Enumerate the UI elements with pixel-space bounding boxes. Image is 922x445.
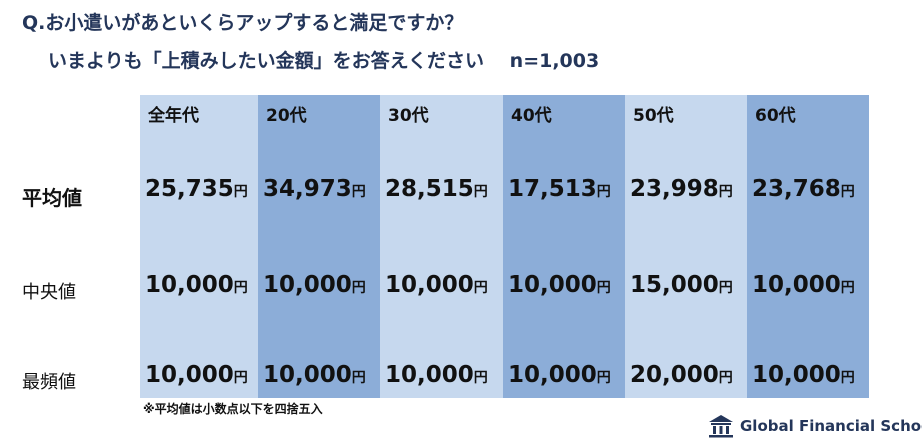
unit: 円 [596,280,611,296]
column-header: 30代 [388,106,429,126]
amount: 10,000 [263,362,352,388]
logo-icon [709,415,733,438]
unit: 円 [351,280,366,296]
cell: 10,000円 [263,272,366,298]
cell: 10,000円 [263,362,366,388]
column: 50代 23,998円 15,000円 20,000円 [625,95,747,398]
unit: 円 [718,184,733,200]
unit: 円 [596,370,611,386]
unit: 円 [473,280,488,296]
amount: 10,000 [263,272,352,298]
logo-text: Global Financial School [740,417,922,435]
unit: 円 [718,370,733,386]
cell: 20,000円 [630,362,733,388]
column: 全年代 25,735円 10,000円 10,000円 [140,95,258,398]
cell: 34,973円 [263,176,366,202]
cell: 15,000円 [630,272,733,298]
unit: 円 [233,184,248,200]
footnote: ※平均値は小数点以下を四捨五入 [143,402,323,416]
unit: 円 [351,370,366,386]
unit: 円 [840,370,855,386]
cell: 23,998円 [630,176,733,202]
column: 20代 34,973円 10,000円 10,000円 [258,95,380,398]
amount: 28,515 [385,176,474,202]
column-header: 20代 [266,106,307,126]
column-header: 全年代 [148,106,199,126]
amount: 10,000 [385,272,474,298]
amount: 23,768 [752,176,841,202]
cell: 25,735円 [145,176,248,202]
amount: 20,000 [630,362,719,388]
logo: Global Financial School [708,414,922,438]
amount: 23,998 [630,176,719,202]
cell: 10,000円 [752,272,855,298]
cell: 10,000円 [145,272,248,298]
amount: 10,000 [508,362,597,388]
column: 30代 28,515円 10,000円 10,000円 [380,95,503,398]
row-label: 中央値 [22,282,76,303]
amount: 15,000 [630,272,719,298]
amount: 10,000 [752,272,841,298]
amount: 25,735 [145,176,234,202]
cell: 28,515円 [385,176,488,202]
unit: 円 [718,280,733,296]
row-label: 最頻値 [22,372,76,393]
cell: 17,513円 [508,176,611,202]
column-header: 40代 [511,106,552,126]
cell: 10,000円 [508,362,611,388]
column-header: 60代 [755,106,796,126]
row-label: 平均値 [22,186,82,210]
subtitle: いまよりも「上積みしたい金額」をお答えください n=1,003 [48,50,600,72]
cell: 10,000円 [752,362,855,388]
unit: 円 [596,184,611,200]
cell: 10,000円 [145,362,248,388]
amount: 10,000 [145,362,234,388]
amount: 10,000 [508,272,597,298]
amount: 17,513 [508,176,597,202]
unit: 円 [840,280,855,296]
unit: 円 [233,370,248,386]
cell: 10,000円 [385,272,488,298]
unit: 円 [473,184,488,200]
unit: 円 [840,184,855,200]
amount: 10,000 [385,362,474,388]
cell: 23,768円 [752,176,855,202]
cell: 10,000円 [508,272,611,298]
column: 40代 17,513円 10,000円 10,000円 [503,95,625,398]
amount: 10,000 [145,272,234,298]
unit: 円 [473,370,488,386]
amount: 10,000 [752,362,841,388]
column: 60代 23,768円 10,000円 10,000円 [747,95,869,398]
unit: 円 [233,280,248,296]
cell: 10,000円 [385,362,488,388]
column-header: 50代 [633,106,674,126]
unit: 円 [351,184,366,200]
title: Q.お小遣いがあといくらアップすると満足ですか？ [22,12,464,34]
amount: 34,973 [263,176,352,202]
